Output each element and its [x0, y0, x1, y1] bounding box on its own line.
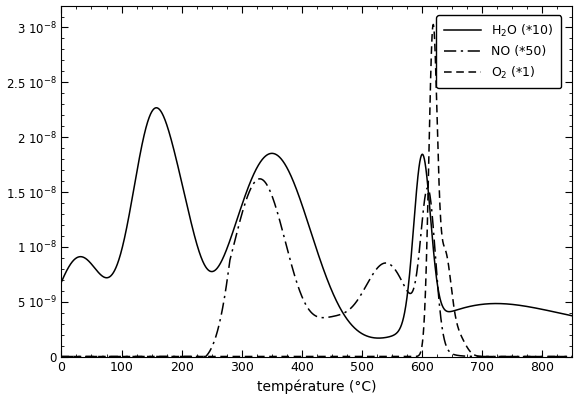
Legend: H$_2$O (*10), NO (*50), O$_2$ (*1): H$_2$O (*10), NO (*50), O$_2$ (*1): [436, 15, 561, 88]
X-axis label: température (°C): température (°C): [257, 380, 377, 394]
